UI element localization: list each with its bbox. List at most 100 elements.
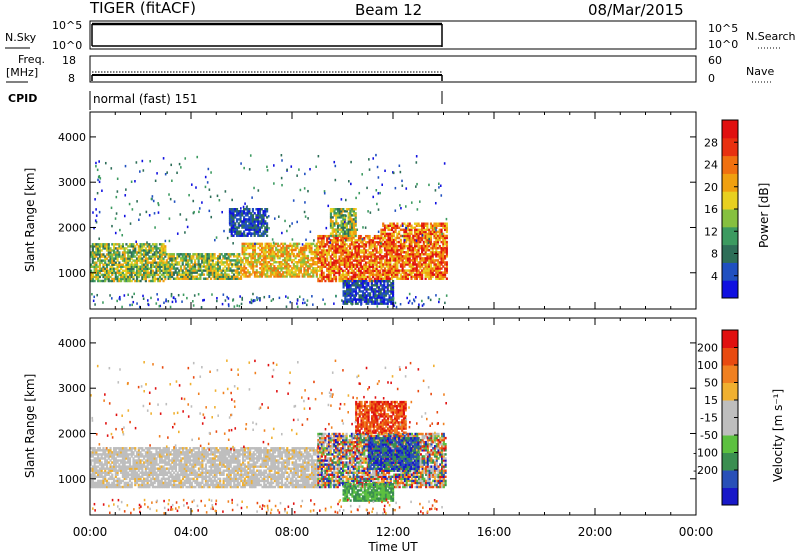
heatmap-cell bbox=[392, 240, 395, 244]
heatmap-cell bbox=[354, 218, 357, 221]
heatmap-cell bbox=[234, 214, 237, 217]
heatmap-cell bbox=[364, 245, 368, 248]
heatmap-cell bbox=[410, 244, 413, 248]
heatmap-cell bbox=[206, 267, 209, 270]
heatmap-cell bbox=[224, 273, 227, 276]
heatmap-cell bbox=[350, 255, 353, 258]
heatmap-cell bbox=[322, 265, 325, 268]
heatmap-cell bbox=[93, 483, 96, 487]
heatmap-cell bbox=[112, 449, 116, 452]
heatmap-cell bbox=[172, 267, 175, 270]
heatmap-cell bbox=[380, 257, 383, 260]
heatmap-cell bbox=[206, 265, 209, 268]
heatmap-cell bbox=[336, 247, 339, 250]
heatmap-cell bbox=[264, 242, 267, 246]
heatmap-cell bbox=[322, 247, 325, 250]
heatmap-cell bbox=[215, 273, 218, 276]
heatmap-cell bbox=[294, 256, 297, 260]
heatmap-cell bbox=[253, 230, 256, 233]
heatmap-cell bbox=[211, 265, 214, 268]
heatmap-cell bbox=[340, 208, 343, 211]
heatmap-cell bbox=[384, 286, 388, 289]
heatmap-cell bbox=[134, 180, 136, 183]
heatmap-cell bbox=[234, 263, 237, 266]
heatmap-cell bbox=[379, 247, 382, 250]
heatmap-cell bbox=[382, 277, 385, 280]
heatmap-cell bbox=[287, 267, 290, 270]
heatmap-cell bbox=[444, 261, 447, 264]
heatmap-cell bbox=[322, 253, 325, 256]
heatmap-cell bbox=[123, 261, 126, 264]
heatmap-cell bbox=[251, 216, 255, 219]
heatmap-cell bbox=[368, 271, 371, 275]
heatmap-cell bbox=[138, 218, 140, 222]
heatmap-cell bbox=[394, 263, 397, 266]
heatmap-cell bbox=[148, 483, 151, 487]
heatmap-cell bbox=[382, 222, 385, 225]
heatmap-cell bbox=[194, 265, 197, 268]
heatmap-cell bbox=[322, 241, 325, 244]
heatmap-cell bbox=[155, 485, 158, 489]
heatmap-cell bbox=[213, 263, 216, 266]
heatmap-cell bbox=[186, 273, 190, 276]
heatmap-cell bbox=[340, 214, 343, 217]
heatmap-cell bbox=[153, 465, 156, 468]
heatmap-cell bbox=[215, 275, 218, 278]
heatmap-cell bbox=[317, 253, 320, 256]
heatmap-cell bbox=[246, 224, 249, 227]
heatmap-cell bbox=[394, 244, 397, 248]
heatmap-cell bbox=[116, 269, 119, 273]
heatmap-cell bbox=[442, 253, 445, 256]
heatmap-cell bbox=[309, 230, 312, 234]
heatmap-cell bbox=[227, 277, 230, 280]
heatmap-cell bbox=[334, 257, 338, 260]
heatmap-cell bbox=[213, 269, 216, 272]
heatmap-cell bbox=[292, 258, 295, 262]
heatmap-cell bbox=[125, 469, 128, 472]
heatmap-cell bbox=[413, 228, 417, 232]
heatmap-cell bbox=[97, 449, 100, 452]
heatmap-cell bbox=[151, 195, 154, 198]
heatmap-cell bbox=[93, 481, 96, 485]
heatmap-cell bbox=[246, 269, 249, 272]
heatmap-cell bbox=[356, 280, 359, 283]
heatmap-cell bbox=[131, 208, 134, 211]
heatmap-cell bbox=[244, 202, 246, 205]
heatmap-cell bbox=[110, 167, 113, 170]
heatmap-cell bbox=[125, 473, 128, 476]
heatmap-cell bbox=[366, 261, 369, 264]
heatmap-cell bbox=[385, 255, 388, 258]
heatmap-cell bbox=[98, 267, 102, 270]
heatmap-cell bbox=[363, 239, 366, 242]
heatmap-cell bbox=[143, 251, 146, 254]
heatmap-cell bbox=[306, 260, 310, 264]
heatmap-cell bbox=[290, 248, 294, 252]
heatmap-cell bbox=[313, 244, 317, 248]
heatmap-cell bbox=[157, 247, 160, 250]
heatmap-cell bbox=[322, 259, 325, 262]
heatmap-cell bbox=[413, 259, 417, 262]
heatmap-cell bbox=[355, 196, 357, 200]
heatmap-cell bbox=[283, 246, 287, 250]
heatmap-cell bbox=[162, 465, 165, 468]
heatmap-cell bbox=[370, 282, 373, 285]
heatmap-cell bbox=[361, 290, 365, 293]
heatmap-cell bbox=[158, 473, 162, 476]
heatmap-cell bbox=[185, 255, 188, 258]
heatmap-cell bbox=[158, 261, 162, 264]
heatmap-cell bbox=[134, 459, 137, 462]
heatmap-cell bbox=[188, 193, 190, 197]
heatmap-cell bbox=[385, 261, 388, 264]
heatmap-cell bbox=[150, 447, 153, 450]
heatmap-cell bbox=[132, 459, 135, 462]
heatmap-cell bbox=[257, 226, 260, 229]
heatmap-cell bbox=[160, 479, 163, 483]
heatmap-cell bbox=[363, 296, 366, 299]
heatmap-cell bbox=[112, 457, 116, 460]
heatmap-cell bbox=[390, 290, 393, 293]
heatmap-cell bbox=[111, 265, 114, 268]
heatmap-cell bbox=[364, 251, 368, 254]
heatmap-cell bbox=[349, 230, 352, 233]
heatmap-cell bbox=[176, 275, 179, 278]
heatmap-cell bbox=[134, 251, 137, 254]
